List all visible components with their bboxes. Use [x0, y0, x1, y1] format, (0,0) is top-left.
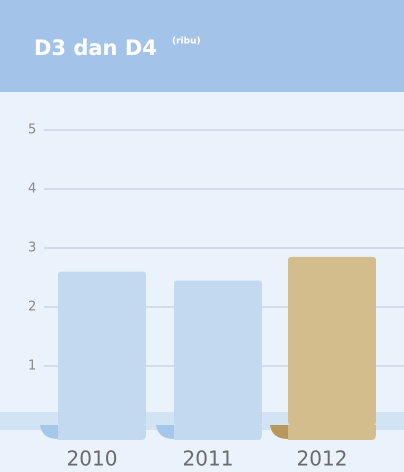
- chart-subtitle: (ribu): [172, 37, 201, 47]
- header: [0, 0, 404, 92]
- y-tick-label: 5: [28, 123, 36, 138]
- y-tick-label: 1: [28, 359, 36, 374]
- bar-foot: [58, 425, 146, 440]
- y-tick-label: 4: [28, 182, 36, 197]
- bar-foot: [174, 425, 262, 440]
- x-tick-label: 2010: [67, 447, 118, 471]
- bar: [174, 280, 262, 425]
- x-tick-label: 2012: [297, 447, 348, 471]
- chart-title: D3 dan D4: [34, 36, 157, 60]
- y-tick-label: 3: [28, 241, 36, 256]
- bar-curl: [40, 425, 58, 439]
- bar-foot: [288, 425, 376, 440]
- bar: [58, 271, 146, 425]
- bar-curl: [156, 425, 174, 439]
- bar-curl: [270, 425, 288, 439]
- bar: [288, 256, 376, 425]
- y-tick-label: 2: [28, 300, 36, 315]
- x-tick-label: 2011: [183, 447, 234, 471]
